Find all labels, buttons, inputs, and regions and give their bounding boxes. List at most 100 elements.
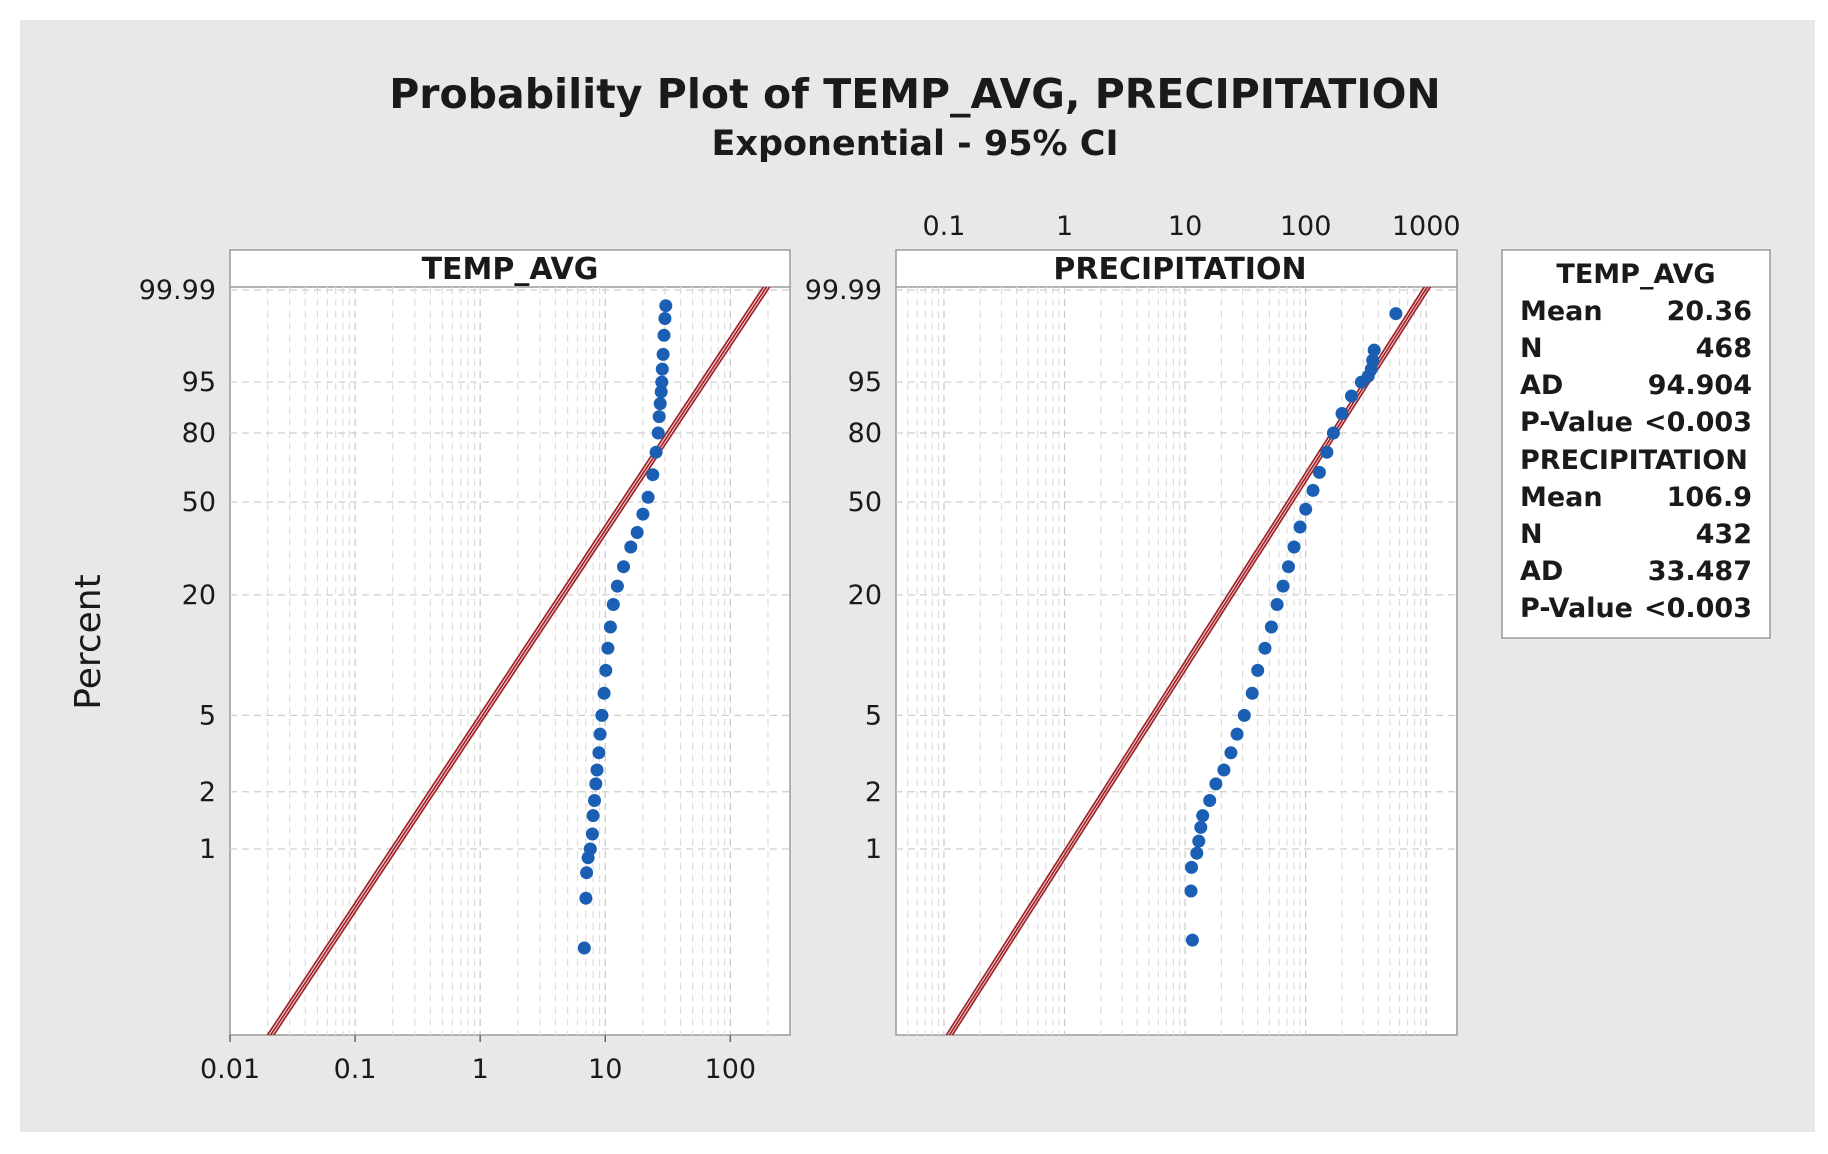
data-point [601, 641, 615, 655]
legend-items: TEMP_AVG Mean 20.36 N 468 AD 94.904 P-Value <0.0… [1520, 259, 1752, 624]
legend-row-value: <0.003 [1644, 593, 1752, 624]
fit-line [269, 287, 768, 1035]
panel-title: TEMP_AVG [422, 252, 599, 287]
x-tick-labels: 0.01 0.1 1 10 100 [200, 1035, 756, 1085]
legend-group-title: PRECIPITATION [1520, 445, 1748, 476]
y-tick-label: 20 [848, 580, 882, 611]
x-tick-label: 10 [588, 1054, 622, 1085]
x-tick-label: 0.1 [922, 211, 965, 242]
data-point [654, 385, 668, 399]
legend-row-label: Mean [1520, 296, 1603, 327]
x-tick-label: 1000 [1392, 211, 1461, 242]
legend-row-label: N [1520, 519, 1543, 550]
data-point [655, 375, 669, 389]
data-point [659, 299, 673, 313]
y-tick-label: 20 [182, 580, 216, 611]
data-point [597, 686, 611, 700]
data-point [1389, 307, 1403, 321]
data-point [599, 663, 613, 677]
data-point [1185, 860, 1198, 874]
gridlines [896, 287, 1457, 1035]
x-tick-label: 1 [472, 1054, 489, 1085]
data-point [653, 397, 667, 411]
data-point [606, 598, 620, 611]
data-point [583, 842, 597, 856]
data-point [1306, 483, 1320, 497]
fit-line-group [266, 287, 771, 1035]
data-point [603, 620, 617, 634]
y-tick-label: 1 [865, 834, 882, 865]
x-tick-label: 0.01 [200, 1054, 260, 1085]
data-points [1184, 307, 1403, 947]
data-point [1230, 727, 1244, 741]
legend-row-label: P-Value [1520, 593, 1633, 624]
x-tick-labels: 0.1 1 10 100 1000 [922, 211, 1460, 242]
x-tick-label: 1 [1056, 211, 1073, 242]
data-point [580, 866, 594, 880]
y-tick-label: 2 [865, 777, 882, 808]
legend-row-value: 94.904 [1648, 370, 1752, 401]
legend-group-title: TEMP_AVG [1556, 259, 1715, 290]
data-point [610, 579, 624, 593]
fit-line [948, 287, 1429, 1035]
y-tick-label: 95 [848, 367, 882, 398]
data-point [1264, 620, 1278, 634]
data-point [652, 410, 666, 424]
legend-frame [1501, 249, 1771, 639]
legend-box: TEMP_AVG Mean 20.36 N 468 AD 94.904 P-Value <0.0… [1501, 249, 1771, 639]
legend-row-label: Mean [1520, 482, 1603, 513]
y-tick-label: 2 [199, 777, 216, 808]
y-tick-labels: 1 2 5 20 50 80 95 99.99 [139, 275, 216, 865]
legend-row-label: P-Value [1520, 407, 1633, 438]
data-point [1258, 641, 1272, 655]
data-point [1245, 686, 1259, 700]
x-tick-label: 100 [1280, 211, 1332, 242]
data-point [1345, 389, 1358, 403]
data-point [651, 426, 665, 440]
legend-row-value: 20.36 [1667, 296, 1752, 327]
data-point [1367, 343, 1381, 357]
data-point [1251, 663, 1265, 677]
x-tick-label: 10 [1168, 211, 1202, 242]
y-tick-label: 95 [182, 367, 216, 398]
data-point [1196, 809, 1210, 823]
x-tick-label: 100 [705, 1054, 757, 1085]
y-tick-label: 50 [182, 487, 216, 518]
data-point [646, 468, 660, 482]
legend-row-value: 468 [1696, 333, 1752, 364]
plot-area [229, 249, 791, 1036]
data-point [589, 777, 603, 791]
ci-upper-line [266, 287, 765, 1035]
data-point [636, 507, 650, 521]
data-point [1276, 579, 1290, 593]
data-point [1320, 445, 1334, 459]
gridlines [230, 287, 790, 1035]
y-tick-labels: 1 2 5 20 50 80 95 99.99 [805, 275, 882, 865]
data-point [1282, 560, 1295, 574]
data-point [1335, 407, 1349, 420]
data-point [1287, 540, 1301, 554]
ci-lower-line [951, 287, 1432, 1035]
data-point [593, 727, 607, 741]
legend-row-label: N [1520, 333, 1543, 364]
data-point [592, 746, 606, 760]
data-points [577, 299, 673, 955]
data-point [577, 941, 591, 955]
ci-lower-line [272, 287, 771, 1035]
data-point [1270, 598, 1284, 611]
data-point [1326, 426, 1340, 440]
data-point [1184, 884, 1198, 898]
data-point [1194, 820, 1208, 834]
data-point [1237, 708, 1251, 722]
data-point [1224, 746, 1238, 760]
data-point [641, 490, 655, 504]
y-tick-label: 99.99 [805, 275, 882, 306]
data-point [1190, 846, 1204, 860]
chart-title: Probability Plot of TEMP_AVG, PRECIPITAT… [389, 70, 1441, 118]
data-point [585, 827, 599, 841]
y-tick-label: 50 [848, 487, 882, 518]
data-point [1299, 502, 1313, 516]
data-point [658, 312, 672, 325]
data-point [630, 526, 644, 539]
